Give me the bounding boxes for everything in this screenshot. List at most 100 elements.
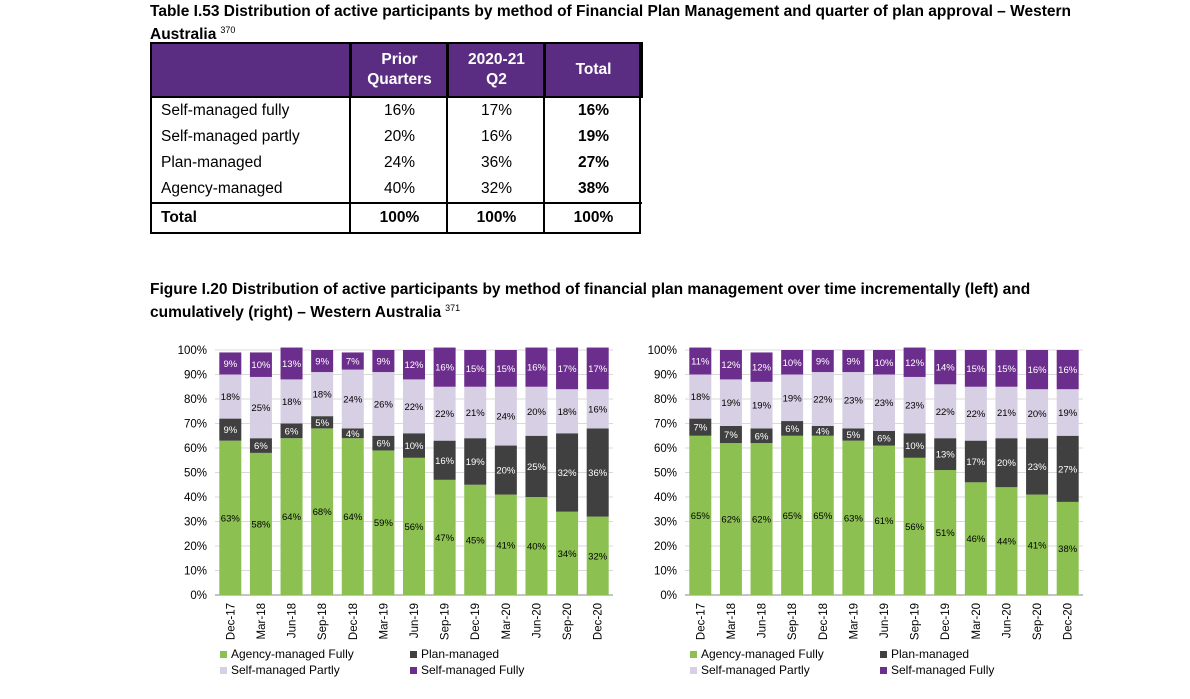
incremental-data-label: 9% [223, 359, 237, 370]
cumulative-data-label: 27% [1058, 464, 1078, 475]
cumulative-bar-self-managed-partly [781, 374, 804, 422]
incremental-bar-self-managed-partly [433, 386, 456, 441]
cumulative-data-label: 4% [816, 426, 830, 437]
incremental-bar-self-managed-fully [494, 350, 517, 387]
incremental-ytick-label: 10% [184, 566, 207, 578]
incremental-data-label: 18% [282, 397, 302, 408]
cumulative-ytick-label: 50% [654, 468, 677, 480]
cumulative-data-label: 7% [693, 423, 707, 434]
incremental-data-label: 68% [313, 507, 333, 518]
header-blank [150, 42, 352, 98]
cumulative-data-label: 9% [847, 357, 861, 368]
header-current-label: 2020-21 Q2 [468, 51, 525, 88]
incremental-data-label: 4% [346, 429, 360, 440]
incremental-xtick-label: Mar-18 [256, 603, 268, 639]
header-prior-label: Prior Quarters [367, 51, 432, 88]
incremental-xtick-label: Dec-18 [348, 603, 360, 640]
cumulative-xtick-label: Jun-18 [757, 603, 769, 638]
cumulative-legend-item: Agency-managed Fully [690, 647, 824, 661]
incremental-data-label: 64% [343, 512, 363, 523]
cumulative-data-label: 22% [813, 395, 833, 406]
cumulative-data-label: 23% [844, 396, 864, 407]
cell-prior: 20% [383, 128, 416, 145]
incremental-data-label: 64% [282, 512, 302, 523]
incremental-data-label: 22% [435, 409, 455, 420]
cumulative-bar-self-managed-fully [1026, 350, 1049, 390]
row-label: Self-managed partly [161, 128, 300, 145]
incremental-xtick-label: Jun-19 [409, 603, 421, 638]
incremental-xtick-label: Dec-20 [593, 603, 605, 640]
cumulative-data-label: 65% [691, 511, 711, 522]
incremental-bar-self-managed-fully [280, 347, 303, 380]
incremental-data-label: 6% [254, 441, 268, 452]
incremental-bar-plan-managed [311, 416, 334, 429]
cumulative-data-label: 10% [783, 358, 803, 369]
chart-cumulative: 0% 10% 20% 30% 40% 50% 60% 70% 80% 90% 100% 65% 7% 18… [630, 340, 1090, 690]
cumulative-ytick-label: 40% [654, 492, 677, 504]
cumulative-data-label: 15% [966, 364, 986, 375]
cumulative-ytick-label: 10% [654, 566, 677, 578]
cumulative-data-label: 12% [905, 358, 925, 369]
figure-footnote: 371 [445, 303, 461, 313]
incremental-bar-self-managed-fully [219, 352, 242, 375]
cumulative-data-label: 11% [691, 357, 710, 368]
cumulative-ytick-label: 70% [654, 419, 677, 431]
cumulative-bar-agency-managed-fully [934, 470, 957, 595]
incremental-bar-self-managed-fully [403, 350, 425, 380]
table-divider-2 [446, 42, 448, 234]
cumulative-ytick-label: 100% [648, 345, 677, 357]
table-row: Agency-managed 40% 32% 38% [151, 176, 642, 203]
incremental-data-label: 59% [374, 518, 394, 529]
incremental-bar-agency-managed-fully [219, 440, 242, 595]
cumulative-bar-self-managed-partly [903, 376, 926, 434]
incremental-bar-self-managed-fully [372, 350, 395, 373]
incremental-xtick-label: Dec-19 [470, 603, 482, 640]
cumulative-data-label: 19% [1058, 408, 1078, 419]
table-row: Self-managed fully 16% 17% 16% [151, 97, 642, 124]
cumulative-data-label: 13% [936, 450, 956, 461]
incremental-bar-self-managed-partly [525, 386, 548, 436]
cumulative-legend-swatch [690, 666, 697, 674]
incremental-bar-self-managed-fully [433, 347, 456, 387]
cumulative-data-label: 6% [785, 424, 799, 435]
cumulative-data-label: 20% [1028, 409, 1048, 420]
cumulative-bar-plan-managed [719, 425, 742, 444]
incremental-bar-self-managed-fully [586, 347, 609, 390]
cumulative-bar-self-managed-fully [689, 347, 712, 375]
cumulative-data-label: 46% [966, 534, 986, 545]
cumulative-data-label: 62% [721, 515, 741, 526]
incremental-ytick-label: 40% [184, 492, 207, 504]
incremental-data-label: 32% [588, 551, 608, 562]
incremental-bar-plan-managed [249, 438, 272, 453]
cumulative-data-label: 38% [1058, 544, 1078, 555]
cumulative-legend-label: Plan-managed [891, 647, 970, 661]
incremental-ytick-label: 100% [178, 345, 207, 357]
incremental-xtick-label: Jun-18 [287, 603, 299, 638]
incremental-bar-plan-managed [372, 435, 395, 451]
table-title: Table I.53 Distribution of active partic… [150, 2, 1150, 44]
cumulative-ytick-label: 90% [654, 370, 677, 382]
cumulative-bar-self-managed-partly [995, 386, 1018, 439]
cumulative-data-label: 44% [997, 537, 1017, 548]
cumulative-xtick-label: Sep-18 [787, 603, 799, 640]
incremental-bar-agency-managed-fully [494, 494, 517, 595]
cumulative-xtick-label: Sep-20 [1032, 603, 1044, 640]
table-footnote: 370 [220, 25, 236, 35]
cumulative-ytick-label: 60% [654, 443, 677, 455]
incremental-bar-self-managed-fully [525, 347, 548, 387]
cumulative-legend-label: Agency-managed Fully [701, 647, 824, 661]
table-divider-1 [349, 42, 351, 234]
incremental-bar-self-managed-partly [280, 379, 303, 424]
cumulative-xtick-label: Jun-19 [879, 603, 891, 638]
header-prior: Prior Quarters [350, 42, 449, 98]
cumulative-bar-self-managed-partly [719, 379, 742, 426]
cumulative-data-label: 21% [997, 408, 1017, 419]
incremental-data-label: 18% [313, 390, 333, 401]
incremental-bar-self-managed-partly [219, 374, 242, 419]
incremental-data-label: 26% [374, 399, 394, 410]
cumulative-data-label: 10% [874, 358, 894, 369]
cumulative-data-label: 12% [721, 360, 741, 371]
cumulative-xtick-label: Mar-18 [726, 603, 738, 639]
incremental-legend-swatch [220, 650, 227, 658]
incremental-ytick-label: 60% [184, 443, 207, 455]
